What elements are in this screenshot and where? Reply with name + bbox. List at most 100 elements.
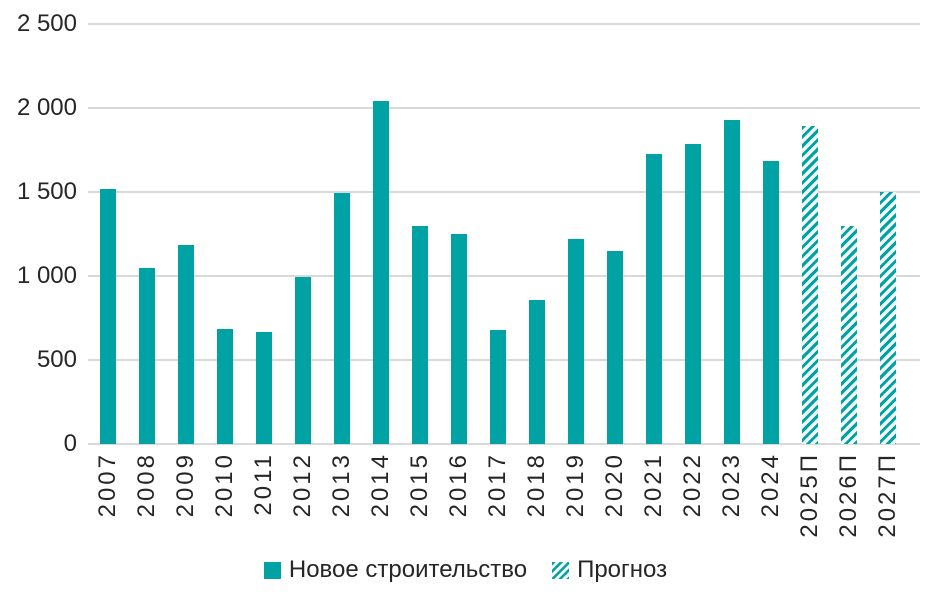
x-tick-2011: 2011 bbox=[244, 452, 283, 557]
x-tick-label-2014: 2014 bbox=[366, 452, 394, 518]
bar-column-2011 bbox=[244, 24, 283, 444]
bar-2018 bbox=[529, 299, 546, 444]
plot-area bbox=[88, 23, 920, 445]
gridline-0 bbox=[88, 443, 920, 445]
x-tick-label-2019: 2019 bbox=[562, 452, 590, 518]
x-tick-2016: 2016 bbox=[439, 452, 478, 557]
x-tick-label-2020: 2020 bbox=[601, 452, 629, 518]
x-tick-2024: 2024 bbox=[752, 452, 791, 557]
legend-swatch-solid bbox=[263, 561, 281, 579]
y-tick-label-2000: 2 000 bbox=[16, 94, 77, 121]
x-tick-2013: 2013 bbox=[322, 452, 361, 557]
x-tick-2027П: 2027П bbox=[869, 452, 908, 557]
x-tick-label-2025П: 2025П bbox=[796, 452, 824, 538]
x-tick-label-2017: 2017 bbox=[483, 452, 511, 518]
bar-2013 bbox=[333, 192, 350, 444]
x-tick-label-2011: 2011 bbox=[249, 452, 277, 516]
y-tick-label-1000: 1 000 bbox=[16, 262, 77, 289]
legend-item-forecast: Прогноз bbox=[552, 556, 667, 584]
x-tick-2017: 2017 bbox=[478, 452, 517, 557]
bar-column-2008 bbox=[127, 24, 166, 444]
x-tick-2012: 2012 bbox=[283, 452, 322, 557]
bar-2011 bbox=[255, 332, 272, 444]
bar-2015 bbox=[411, 225, 428, 444]
y-tick-label-2500: 2 500 bbox=[16, 10, 77, 37]
bar-2007 bbox=[99, 188, 116, 444]
legend-label-new-construction: Новое строительство bbox=[288, 556, 528, 583]
bar-2020 bbox=[607, 250, 624, 444]
x-tick-label-2022: 2022 bbox=[679, 452, 707, 518]
y-tick-label-0: 0 bbox=[63, 430, 77, 457]
x-tick-2009: 2009 bbox=[166, 452, 205, 557]
bar-2022 bbox=[685, 144, 702, 444]
bar-column-2019 bbox=[557, 24, 596, 444]
bar-2016 bbox=[450, 234, 467, 444]
x-tick-2026П: 2026П bbox=[830, 452, 869, 557]
x-tick-label-2009: 2009 bbox=[171, 452, 199, 518]
x-tick-2010: 2010 bbox=[205, 452, 244, 557]
bar-column-2023 bbox=[713, 24, 752, 444]
x-tick-2023: 2023 bbox=[713, 452, 752, 557]
x-tick-label-2015: 2015 bbox=[405, 452, 433, 518]
x-tick-label-2016: 2016 bbox=[444, 452, 472, 518]
x-tick-2007: 2007 bbox=[88, 452, 127, 557]
bar-column-2015 bbox=[400, 24, 439, 444]
bar-column-2016 bbox=[439, 24, 478, 444]
gridline-1000 bbox=[88, 275, 920, 277]
forecast-bar-2026П bbox=[841, 225, 858, 444]
x-tick-label-2023: 2023 bbox=[718, 452, 746, 518]
x-axis: 2007 2008 2009 2010 2011 2012 2013 2014 2015 2016… bbox=[88, 452, 908, 557]
bar-column-2009 bbox=[166, 24, 205, 444]
legend-label-forecast: Прогноз bbox=[577, 556, 668, 583]
gridline-1500 bbox=[88, 191, 920, 193]
y-axis: 0 500 1 000 1 500 2 000 2 500 bbox=[0, 12, 77, 456]
x-tick-label-2013: 2013 bbox=[327, 452, 355, 518]
bar-column-2010 bbox=[205, 24, 244, 444]
forecast-bar-2027П bbox=[880, 192, 897, 444]
bar-column-2012 bbox=[283, 24, 322, 444]
x-tick-2014: 2014 bbox=[361, 452, 400, 557]
legend: Новое строительство Прогноз bbox=[0, 556, 931, 584]
x-tick-2022: 2022 bbox=[674, 452, 713, 557]
legend-item-new-construction: Новое строительство bbox=[263, 556, 528, 584]
gridline-2000 bbox=[88, 107, 920, 109]
bar-column-2014 bbox=[361, 24, 400, 444]
x-tick-2015: 2015 bbox=[400, 452, 439, 557]
bar-column-2022 bbox=[674, 24, 713, 444]
bar-column-2017 bbox=[478, 24, 517, 444]
bar-2024 bbox=[763, 160, 780, 444]
bar-column-2027П bbox=[869, 24, 908, 444]
x-tick-2025П: 2025П bbox=[791, 452, 830, 557]
x-tick-label-2026П: 2026П bbox=[835, 452, 863, 538]
bar-2008 bbox=[138, 267, 155, 444]
bar-column-2013 bbox=[322, 24, 361, 444]
bars-container bbox=[88, 24, 908, 444]
y-tick-label-500: 500 bbox=[36, 346, 77, 373]
x-tick-label-2021: 2021 bbox=[640, 452, 668, 518]
bar-2010 bbox=[216, 328, 233, 444]
x-tick-label-2012: 2012 bbox=[288, 452, 316, 518]
bar-2021 bbox=[646, 154, 663, 444]
x-tick-2021: 2021 bbox=[635, 452, 674, 557]
bar-column-2020 bbox=[596, 24, 635, 444]
bar-2014 bbox=[372, 101, 389, 444]
x-tick-label-2007: 2007 bbox=[93, 452, 121, 518]
x-tick-2020: 2020 bbox=[596, 452, 635, 557]
bar-column-2025П bbox=[791, 24, 830, 444]
bar-column-2018 bbox=[518, 24, 557, 444]
bar-2012 bbox=[294, 276, 311, 444]
bar-2017 bbox=[489, 329, 506, 444]
bar-2009 bbox=[177, 244, 194, 444]
bar-2023 bbox=[724, 119, 741, 444]
x-tick-2018: 2018 bbox=[518, 452, 557, 557]
bar-column-2026П bbox=[830, 24, 869, 444]
forecast-bar-2025П bbox=[802, 125, 819, 444]
x-tick-2008: 2008 bbox=[127, 452, 166, 557]
bar-column-2021 bbox=[635, 24, 674, 444]
bar-2019 bbox=[568, 239, 585, 444]
x-tick-label-2008: 2008 bbox=[132, 452, 160, 518]
x-tick-label-2018: 2018 bbox=[523, 452, 551, 518]
x-tick-label-2010: 2010 bbox=[210, 452, 238, 518]
bar-column-2024 bbox=[752, 24, 791, 444]
